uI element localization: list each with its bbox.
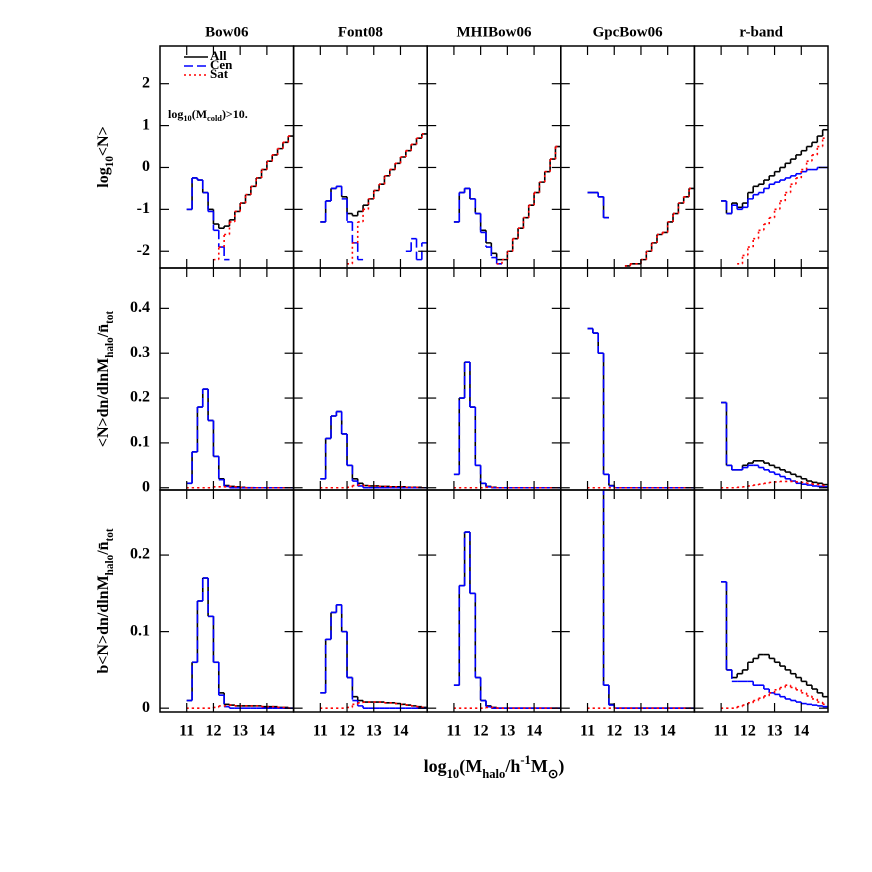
x-tick-label: 11: [313, 723, 328, 740]
y-axis-label: <N>dn/dlnMhalo/n̄tot: [95, 311, 116, 448]
y-tick-label: -1: [137, 200, 150, 217]
panel-title: GpcBow06: [593, 24, 664, 40]
step-riser: [629, 188, 690, 266]
text-part: log: [168, 107, 183, 121]
x-tick-label: 12: [339, 723, 355, 740]
x-tick-label: 14: [660, 723, 676, 740]
x-tick-label: 11: [714, 723, 729, 740]
text-part: <N>: [95, 126, 112, 156]
plot-area: [721, 128, 828, 265]
x-tick-label: 12: [473, 723, 489, 740]
y-axis-label: b<N>dn/dlnMhalo/n̄tot: [95, 528, 116, 673]
x-tick-label: 12: [205, 723, 221, 740]
x-tick-label: 14: [526, 723, 542, 740]
y-axis-label: log10<N>: [95, 126, 116, 187]
text-part: )>10.: [222, 107, 248, 121]
text-part: <N>dn/dlnM: [95, 358, 112, 447]
y-tick-label: 0.1: [130, 622, 150, 639]
plot-area: [320, 133, 428, 265]
y-tick-label: 0: [142, 478, 150, 495]
y-tick-label: 0.4: [130, 299, 150, 316]
plot-area: [320, 604, 428, 709]
text-part: tot: [104, 311, 116, 324]
text-part: tot: [104, 528, 116, 541]
x-tick-label: 12: [606, 723, 622, 740]
text-part: log: [424, 756, 447, 776]
frame: [693, 489, 829, 713]
annotation: log10(Mcold)>10.: [168, 107, 248, 124]
text-part: log: [95, 167, 112, 187]
text-part: cold: [207, 114, 222, 123]
step-riser: [725, 581, 824, 707]
text-part: (M: [192, 107, 207, 121]
x-tick-label: 13: [767, 723, 783, 740]
text-part: (M: [459, 756, 482, 777]
text-part: halo: [482, 767, 505, 781]
plot-area: [186, 135, 294, 261]
step-riser: [458, 188, 498, 264]
y-tick-label: 1: [142, 116, 150, 133]
x-tick-label: 13: [232, 723, 248, 740]
y-tick-label: 2: [142, 74, 150, 91]
panel-title: MHIBow06: [457, 24, 533, 40]
x-tick-label: 14: [259, 723, 275, 740]
plot-area: [453, 531, 561, 709]
x-tick-label: 14: [392, 723, 408, 740]
x-tick-label: 11: [446, 723, 461, 740]
x-tick-label: 12: [740, 723, 756, 740]
step-riser: [191, 578, 231, 709]
plot-area: [721, 581, 828, 709]
step-riser: [324, 186, 423, 260]
panel-title: Font08: [338, 24, 383, 40]
text-part: 10: [447, 767, 460, 781]
text-part: /n̄: [95, 541, 112, 555]
text-part: b<N>dn/dlnM: [95, 575, 112, 673]
panel-title: Bow06: [205, 24, 249, 40]
y-tick-label: 0.2: [130, 389, 150, 406]
legend-label: Cen: [210, 57, 233, 72]
legend-label: Sat: [210, 66, 229, 81]
step-riser: [191, 389, 231, 488]
text-part: 10: [104, 156, 116, 168]
y-tick-label: 0.2: [130, 546, 150, 563]
step-riser: [324, 411, 364, 488]
text-part: ): [558, 756, 564, 777]
plot-area: [186, 577, 294, 709]
step-riser: [351, 133, 423, 264]
text-part: -1: [520, 753, 531, 767]
y-tick-label: 0: [142, 158, 150, 175]
text-part: halo: [104, 554, 116, 575]
x-tick-label: 14: [793, 723, 809, 740]
text-part: 10: [183, 114, 191, 123]
step-riser: [217, 136, 290, 260]
y-tick-label: 0.3: [130, 344, 150, 361]
text-part: M: [531, 756, 548, 776]
text-part: /n̄: [95, 324, 112, 338]
legend-label: All: [210, 48, 227, 63]
x-axis-label: log10(Mhalo/h-1M⊙): [424, 753, 565, 781]
y-tick-label: 0: [142, 699, 150, 716]
y-tick-label: -2: [137, 242, 150, 259]
y-tick-label: 0.1: [130, 434, 150, 451]
x-tick-label: 11: [179, 723, 194, 740]
plot-area: [587, 187, 695, 267]
step-riser: [597, 192, 605, 218]
text-part: /h: [504, 756, 520, 776]
x-tick-label: 13: [499, 723, 515, 740]
text-part: halo: [104, 337, 116, 358]
panel-title: r-band: [739, 24, 783, 40]
step-riser: [191, 177, 225, 260]
text-part: ⊙: [548, 767, 559, 781]
x-tick-label: 13: [366, 723, 382, 740]
plot-area: [453, 145, 561, 265]
x-tick-label: 13: [633, 723, 649, 740]
x-tick-label: 11: [580, 723, 595, 740]
step-riser: [501, 146, 557, 264]
